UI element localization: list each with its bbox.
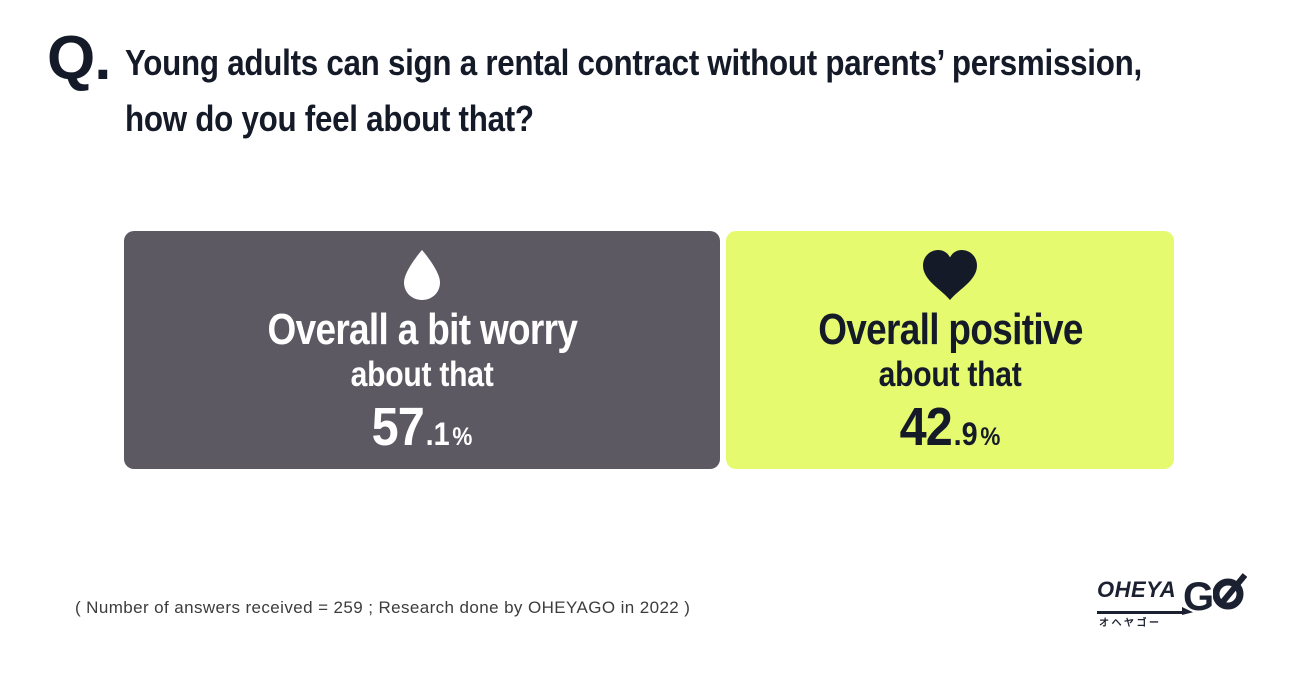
oheyago-logo: OHEYA G オヘヤゴー [1097, 573, 1249, 630]
result-value: 42 .9 % [900, 400, 1001, 454]
logo-arrow-icon [1097, 603, 1193, 621]
value-decimal: .9 [953, 416, 978, 452]
value-unit: % [980, 423, 1001, 451]
question-prefix: Q. [47, 24, 111, 93]
logo-slashed-o-icon [1212, 573, 1248, 621]
survey-footnote: ( Number of answers received = 259 ; Res… [75, 598, 691, 617]
value-main: 57 [371, 397, 425, 457]
result-card-worry: Overall a bit worry about that 57 .1 % [124, 231, 721, 469]
logo-go-text: G [1183, 573, 1248, 621]
drop-icon [397, 247, 447, 303]
heart-icon [919, 247, 981, 303]
result-label: Overall a bit worry [267, 305, 577, 354]
logo-oheya-text: OHEYA [1097, 577, 1177, 602]
value-unit: % [452, 423, 473, 451]
logo-katakana-text: オヘヤゴー [1099, 618, 1162, 629]
logo-go-g: G [1183, 574, 1214, 619]
result-sublabel: about that [350, 355, 494, 394]
value-main: 42 [899, 397, 953, 457]
result-value: 57 .1 % [372, 400, 473, 454]
question-header: Q. Young adults can sign a rental contra… [47, 26, 1294, 147]
result-sublabel: about that [878, 355, 1022, 394]
result-bar: Overall a bit worry about that 57 .1 % O… [124, 231, 1174, 469]
question-text: Young adults can sign a rental contract … [125, 26, 1294, 147]
question-line1: Young adults can sign a rental contract … [125, 42, 1143, 83]
result-label: Overall positive [817, 305, 1083, 354]
value-decimal: .1 [425, 416, 450, 452]
result-card-positive: Overall positive about that 42 .9 % [726, 231, 1174, 469]
question-line2: how do you feel about that? [125, 98, 535, 139]
